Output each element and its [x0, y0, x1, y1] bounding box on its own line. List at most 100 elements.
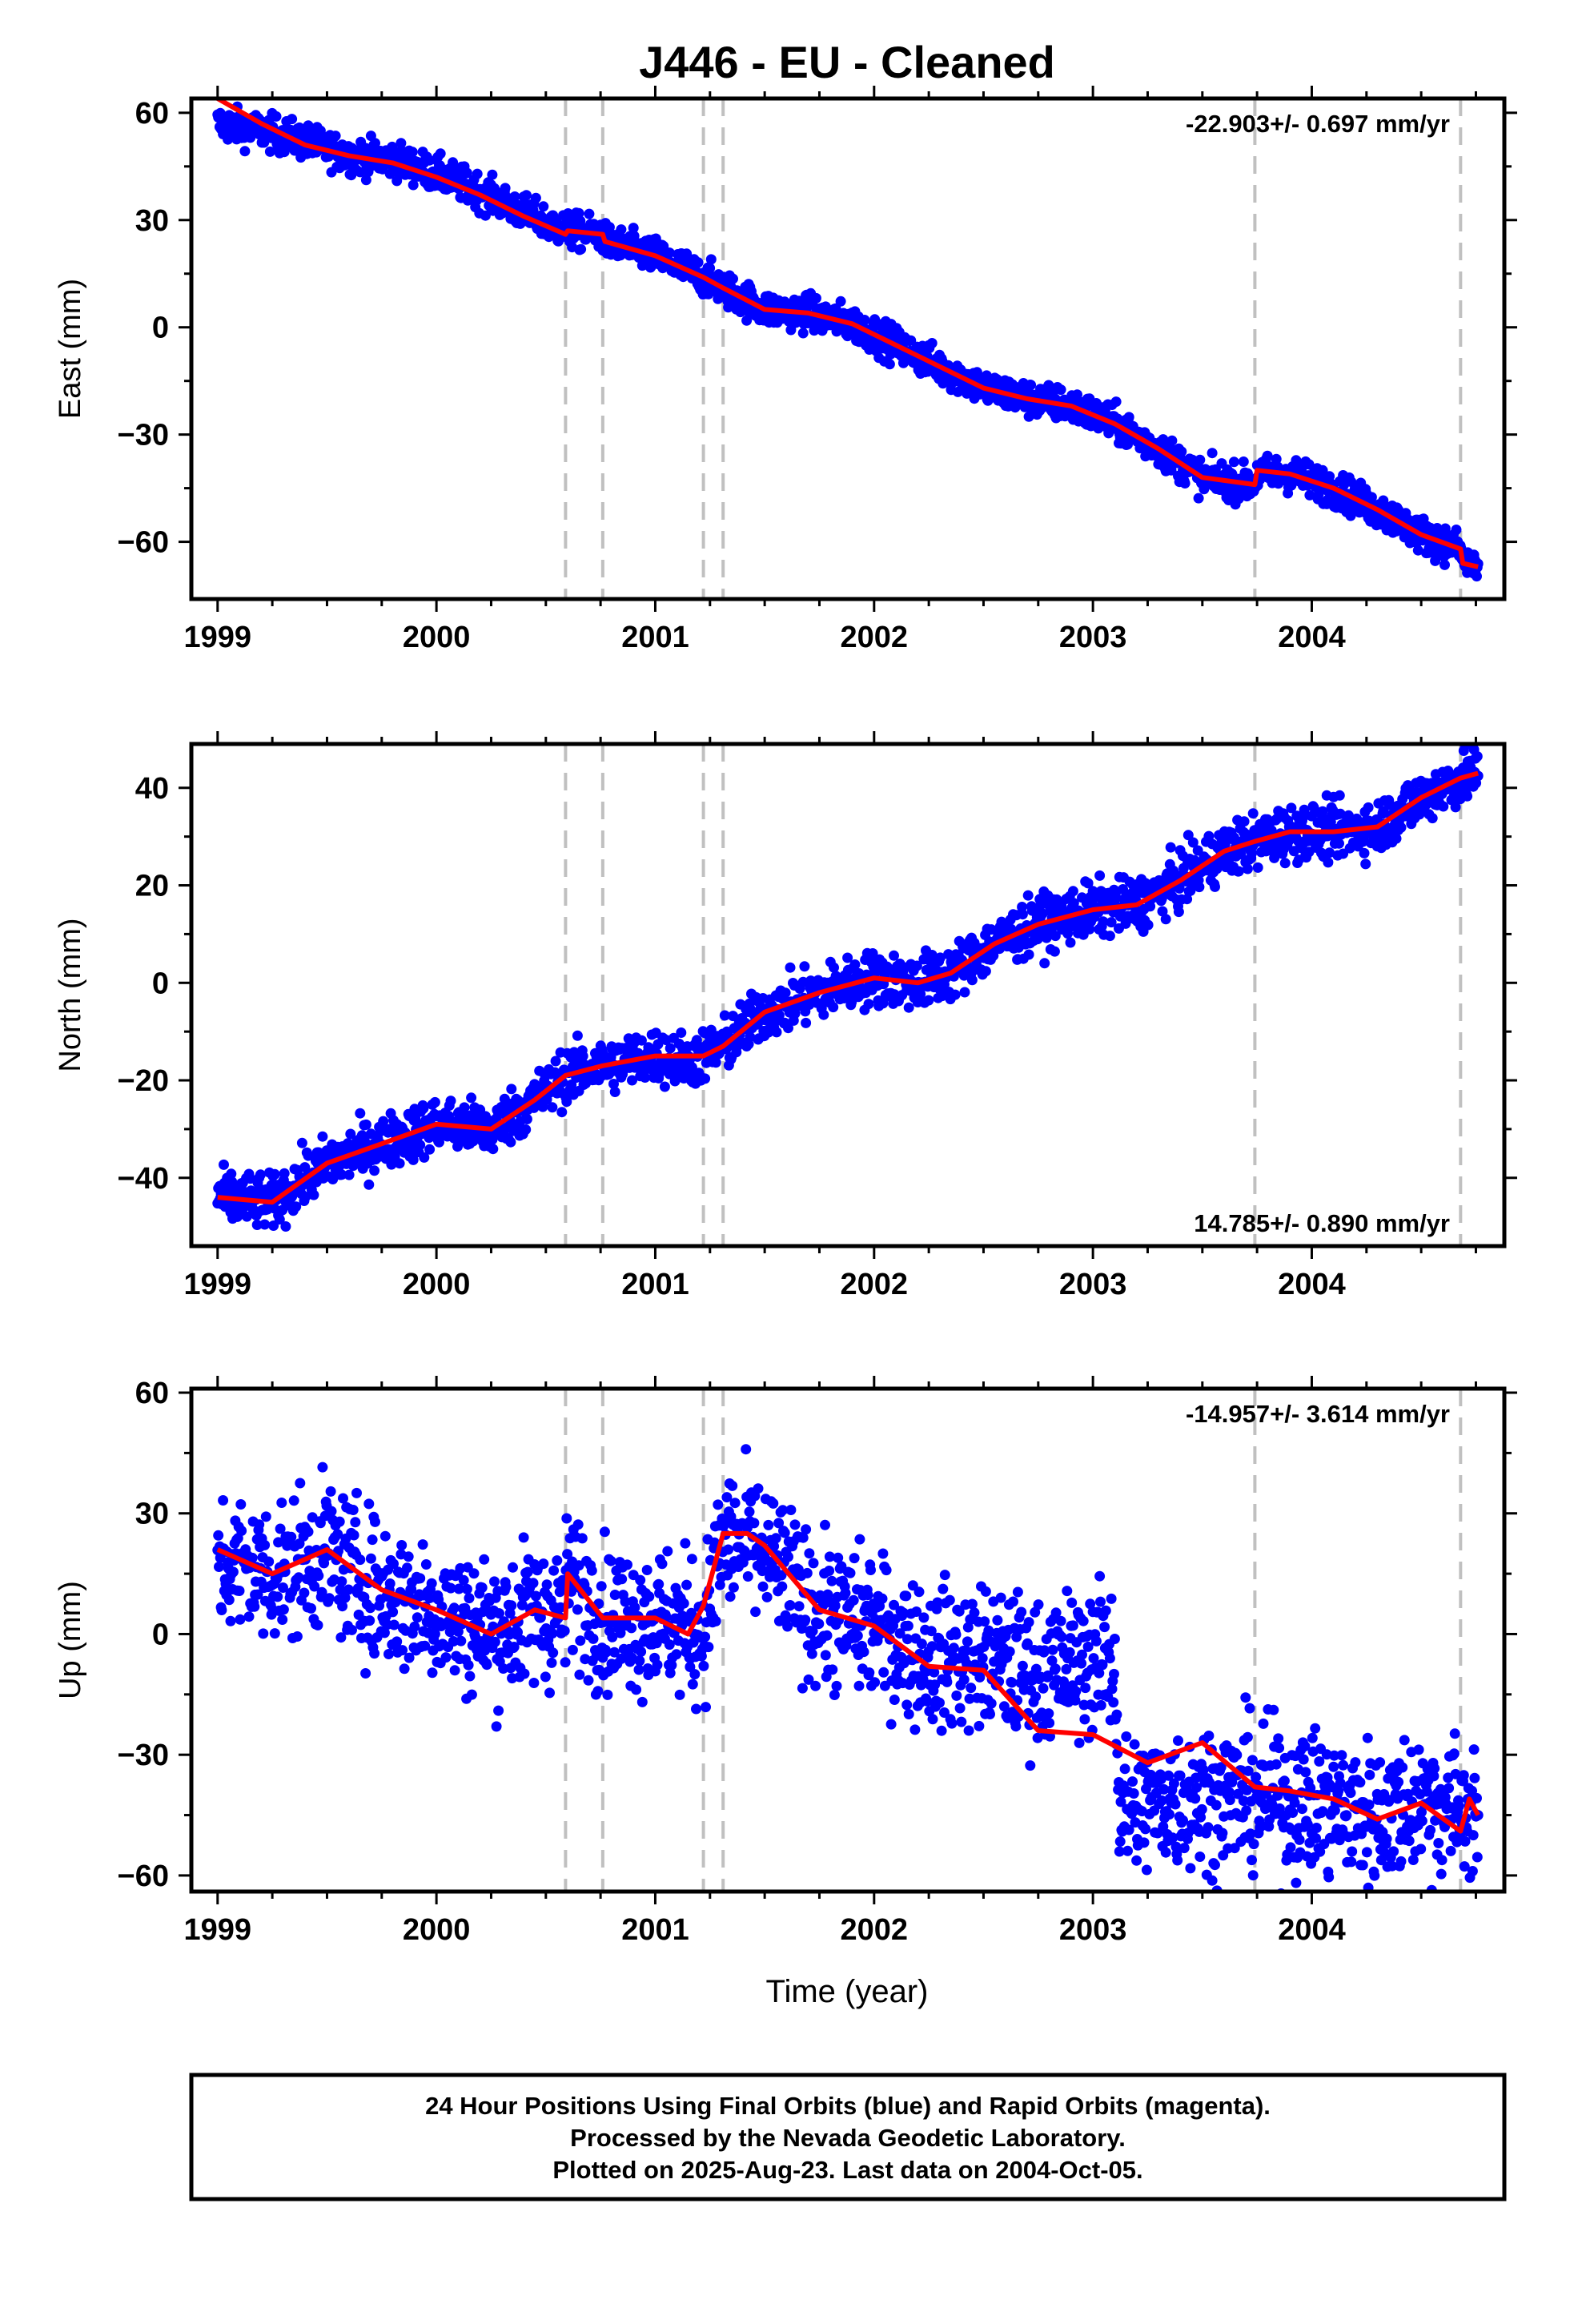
data-point — [1366, 492, 1377, 503]
data-point — [801, 1524, 812, 1535]
data-point — [277, 1614, 288, 1625]
east-points — [212, 101, 1484, 582]
data-point — [865, 1565, 876, 1575]
data-point — [544, 231, 555, 243]
data-point — [583, 1675, 594, 1686]
data-point — [1334, 790, 1345, 801]
data-point — [659, 1081, 670, 1092]
data-point — [829, 962, 839, 973]
data-point — [926, 1626, 937, 1637]
x-tick-label: 2000 — [403, 1268, 471, 1301]
data-point — [926, 338, 938, 348]
data-point — [348, 1530, 359, 1541]
data-point — [944, 1594, 955, 1606]
data-point — [355, 1108, 366, 1119]
data-point — [810, 1680, 821, 1691]
data-point — [956, 1716, 967, 1727]
data-point — [214, 1562, 224, 1572]
data-point — [848, 1594, 859, 1606]
data-point — [1304, 489, 1315, 501]
x-tick-label: 2001 — [621, 621, 689, 654]
data-point — [889, 1695, 900, 1705]
y-tick-label: 60 — [135, 97, 169, 131]
data-point — [877, 1548, 889, 1559]
data-point — [926, 950, 938, 960]
data-point — [263, 1556, 275, 1567]
data-point — [1199, 484, 1210, 495]
data-point — [1427, 813, 1438, 824]
data-point — [520, 1124, 532, 1135]
data-point — [1017, 909, 1028, 920]
data-point — [801, 1567, 813, 1578]
data-point — [464, 1593, 475, 1604]
data-point — [616, 224, 627, 235]
data-point — [902, 1634, 913, 1645]
data-point — [785, 962, 796, 973]
data-point — [1104, 931, 1115, 942]
data-point — [258, 1628, 269, 1639]
data-point — [420, 1640, 431, 1651]
data-point — [343, 1584, 354, 1595]
data-point — [1094, 870, 1106, 881]
data-point — [596, 1581, 607, 1592]
data-point — [804, 1548, 815, 1559]
data-point — [278, 1582, 288, 1593]
data-point — [894, 1628, 905, 1639]
data-point — [852, 1630, 863, 1642]
data-point — [820, 1519, 830, 1530]
y-tick-label: 40 — [135, 772, 169, 806]
data-point — [966, 975, 978, 986]
data-point — [942, 1676, 953, 1687]
panel-north: 1999 2000 2001 2002 2003 200440200−20−40North… — [54, 731, 1517, 1301]
data-point — [721, 1492, 733, 1503]
data-point — [725, 1591, 736, 1602]
data-point — [1110, 892, 1122, 903]
data-point — [239, 146, 251, 157]
data-point — [878, 1667, 889, 1678]
data-point — [415, 1573, 426, 1584]
data-point — [962, 1622, 974, 1633]
data-point — [456, 1635, 467, 1647]
data-point — [1297, 812, 1308, 823]
data-point — [419, 1152, 430, 1163]
data-point — [408, 179, 419, 191]
data-point — [608, 1079, 619, 1089]
data-point — [831, 1680, 842, 1691]
data-point — [1068, 898, 1079, 909]
data-point — [818, 1009, 829, 1020]
data-point — [927, 1714, 938, 1725]
data-point — [586, 1565, 597, 1576]
data-point — [1072, 389, 1082, 400]
data-point — [508, 1562, 518, 1573]
data-point — [609, 1590, 620, 1600]
data-point — [950, 1629, 962, 1640]
data-point — [629, 1602, 640, 1613]
data-point — [821, 1630, 833, 1641]
data-point — [840, 1587, 851, 1598]
data-point — [234, 1586, 245, 1596]
data-point — [540, 1671, 551, 1683]
data-point — [664, 1639, 675, 1651]
data-point — [402, 1562, 412, 1574]
data-point — [295, 1478, 306, 1489]
data-point — [849, 1553, 860, 1564]
data-point — [409, 1621, 420, 1632]
data-point — [1247, 808, 1259, 819]
data-point — [1450, 802, 1461, 813]
data-point — [813, 1618, 825, 1630]
data-point — [901, 1699, 913, 1711]
data-point — [572, 1030, 583, 1041]
y-tick-label: −40 — [118, 1162, 169, 1196]
data-point — [971, 367, 982, 378]
data-point — [1160, 914, 1171, 925]
data-point — [489, 1636, 500, 1647]
data-point — [396, 138, 407, 149]
data-point — [345, 1128, 356, 1140]
data-point — [678, 1598, 689, 1609]
data-point — [1359, 847, 1370, 858]
data-point — [360, 175, 371, 186]
data-point — [693, 257, 704, 268]
data-point — [800, 1614, 811, 1626]
data-point — [247, 1552, 258, 1563]
data-point — [962, 1636, 973, 1647]
